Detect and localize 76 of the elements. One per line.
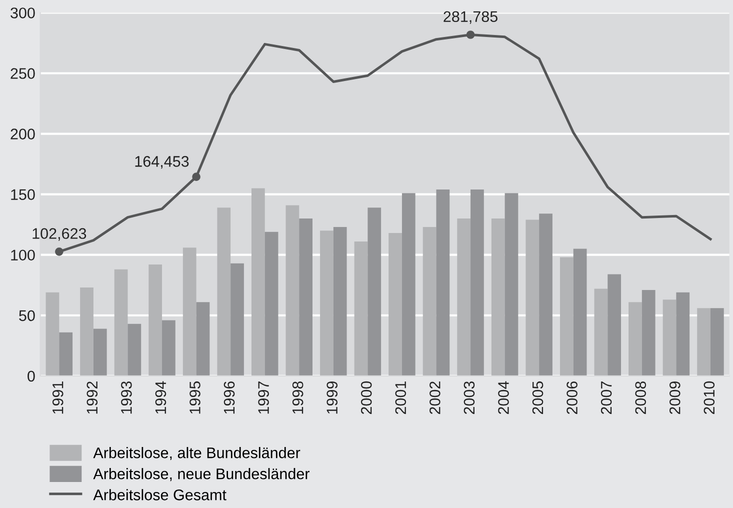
bar [230,263,244,376]
bar [676,292,690,376]
annotation: 281,785 [444,11,498,24]
bar [162,320,176,376]
bar [662,300,676,376]
bar [526,220,540,376]
bar [80,288,94,376]
y-tick-label: 50 [19,310,35,322]
bar [196,302,210,376]
x-tick-label: 1992 [86,382,98,414]
x-tick-label: 1994 [155,381,166,414]
bar [46,292,60,376]
x-tick-label: 2009 [669,382,680,414]
bar [217,208,231,376]
legend-label: Arbeitslose, neue Bundesländer [93,468,310,482]
bar [333,227,347,376]
point [55,248,64,256]
x-tick-label: 1995 [190,381,200,414]
bar [354,242,368,376]
x-tick-label: 2010 [704,381,715,414]
x-tick-label: 1998 [292,381,304,414]
y-tick-label: 100 [11,250,35,261]
x-tick-label: 2003 [464,381,475,414]
x-tick-label: 1993 [121,381,132,414]
annotation: 102,623 [32,228,86,241]
bar [594,288,608,376]
bar [320,230,334,376]
annotation: 164,453 [135,156,189,169]
x-tick-label: 2005 [532,381,544,414]
x-tick-label: 1996 [224,381,235,414]
bar [422,227,436,376]
bar [470,189,484,376]
x-tick-label: 2000 [360,381,372,414]
bar [182,248,196,376]
legend-label: Arbeitslose, alte Bundesländer [93,447,300,460]
bar [539,214,552,376]
y-tick-label: 150 [11,189,35,200]
bar [642,290,656,376]
bar [59,332,73,376]
bar [264,232,278,376]
bar [286,205,300,376]
x-tick-label: 2004 [498,381,509,414]
bar [491,218,505,376]
bar [457,218,471,376]
bar [710,308,724,376]
y-tick-label: 300 [10,8,35,18]
y-tick-label: 0 [28,370,35,382]
bar [402,193,416,376]
x-tick-label: 2008 [635,381,646,414]
bar [573,248,587,376]
y-tick-label: 200 [10,128,35,140]
bar [560,257,574,376]
bar [608,274,622,376]
x-tick-label: 2002 [430,382,440,414]
x-tick-label: 1997 [258,382,269,414]
bar [504,193,518,376]
legend-label: Arbeitslose Gesamt [93,489,226,500]
point [192,172,200,181]
bar [299,218,312,376]
bar [251,188,265,376]
bar [128,324,142,376]
point [466,30,475,39]
y-tick-label: 250 [10,68,35,79]
x-tick-label: 2007 [600,382,612,414]
bar [114,269,128,376]
bar [388,233,402,376]
x-tick-label: 1999 [326,382,338,414]
x-tick-label: 2006 [566,381,578,414]
bar [628,302,642,376]
bar [368,208,382,376]
x-tick-label: 1991 [52,382,64,414]
x-tick-label: 2001 [395,382,406,414]
bar [697,308,710,376]
bar [93,328,107,376]
bar [436,189,450,376]
bar [148,264,162,376]
